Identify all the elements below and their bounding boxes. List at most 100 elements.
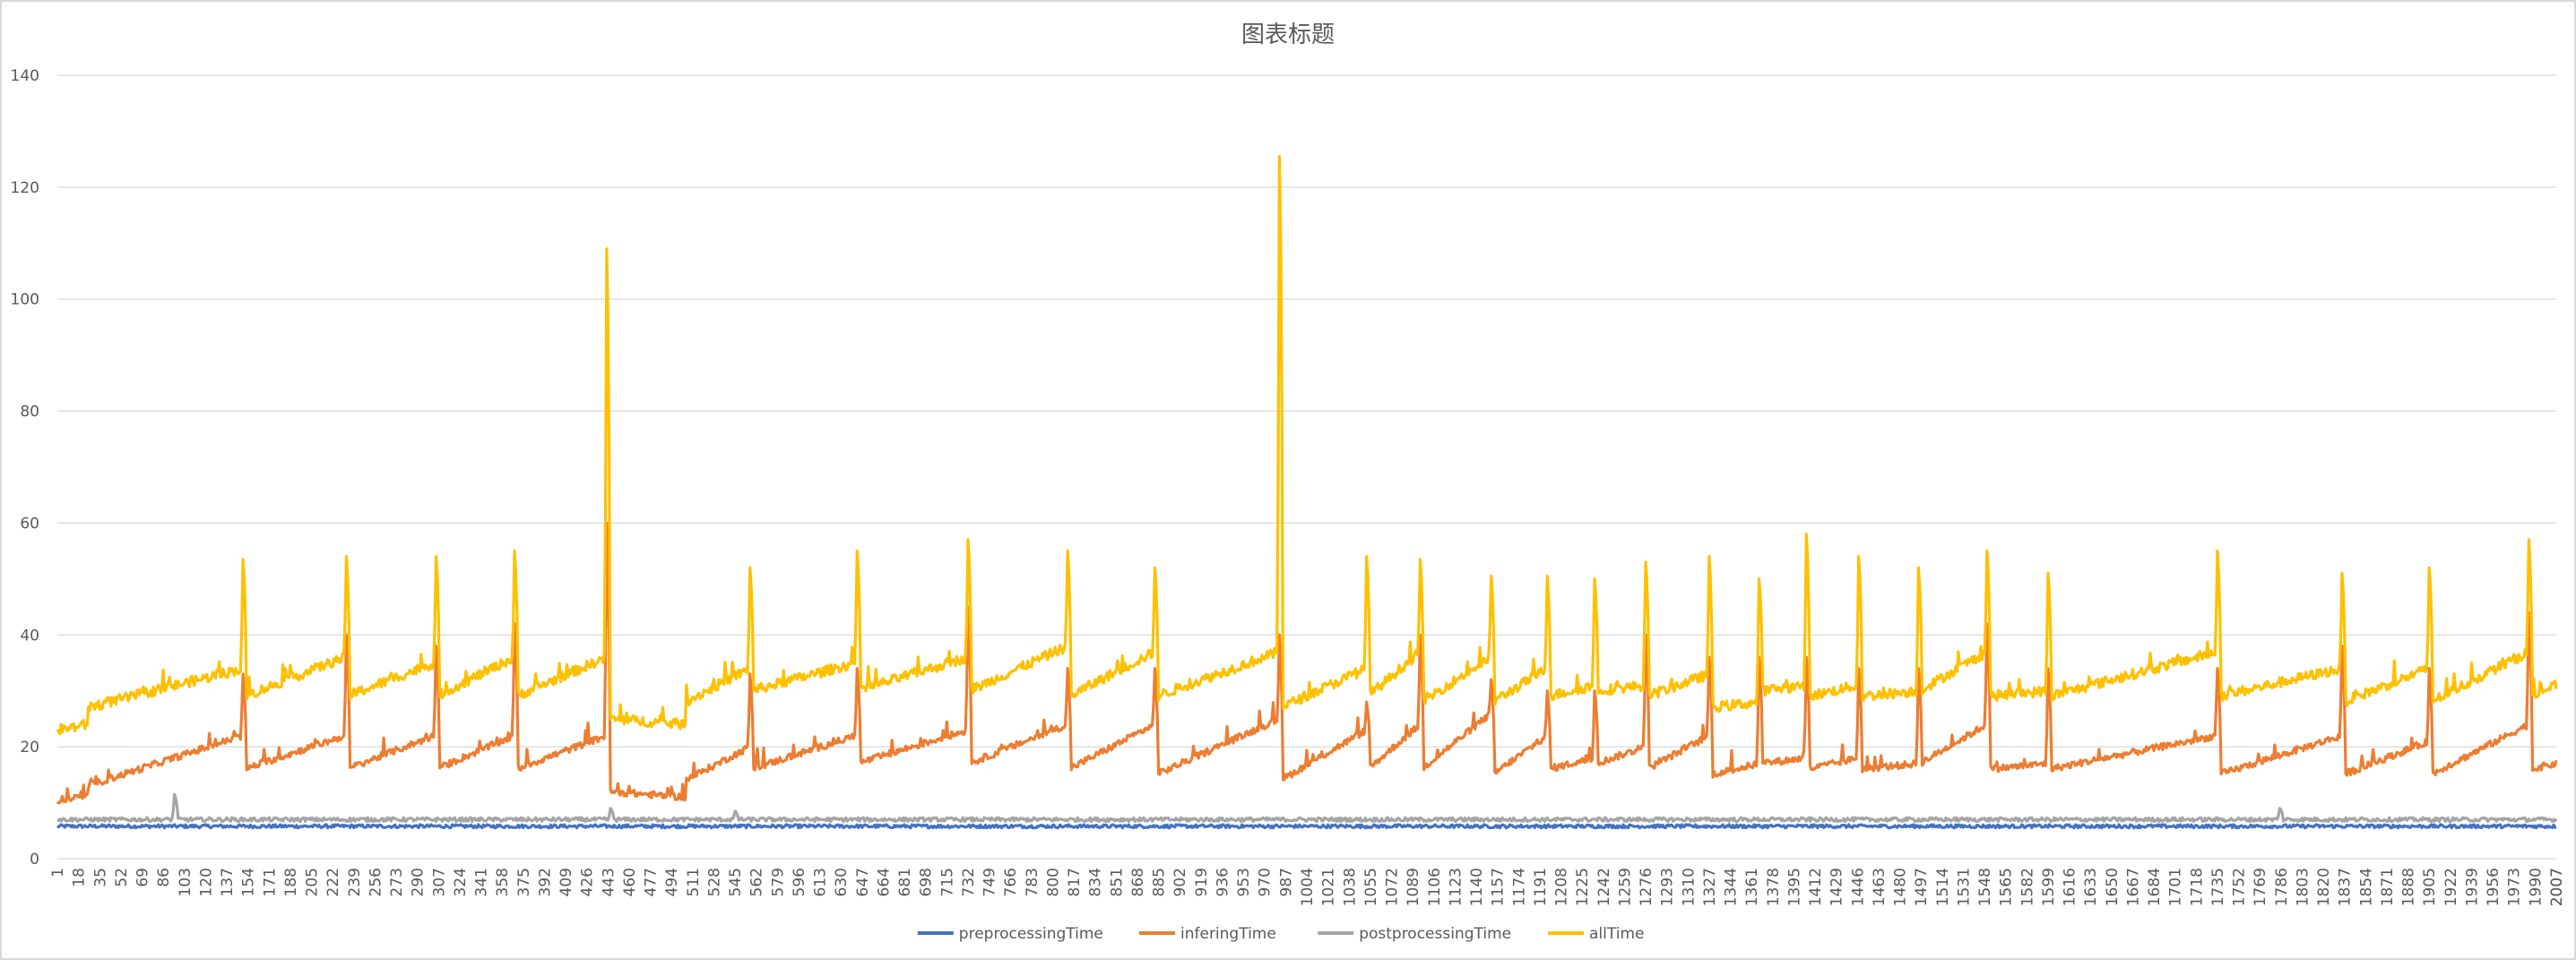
x-tick-label: 987 [1277, 868, 1295, 896]
x-tick-label: 1820 [2315, 868, 2333, 906]
x-tick-label: 766 [1002, 868, 1020, 896]
x-tick-label: 460 [621, 868, 639, 896]
x-tick-label: 1004 [1299, 868, 1317, 906]
legend: preprocessingTime inferingTime postprocess… [917, 925, 1644, 943]
x-tick-label: 222 [324, 868, 342, 896]
x-tick-label: 1055 [1362, 868, 1380, 906]
x-tick-label: 851 [1108, 868, 1126, 896]
x-tick-label: 69 [134, 868, 152, 887]
y-tick-label: 80 [20, 403, 39, 421]
legend-item-preprocessingTime: preprocessingTime [917, 925, 1103, 943]
x-tick-label: 1361 [1743, 868, 1761, 906]
x-tick-label: 1905 [2421, 868, 2439, 906]
legend-item-inferingTime: inferingTime [1139, 925, 1276, 943]
x-tick-label: 1412 [1807, 868, 1825, 906]
x-tick-label: 1038 [1341, 868, 1359, 906]
legend-item-postprocessingTime: postprocessingTime [1318, 925, 1511, 943]
y-tick-label: 20 [20, 739, 39, 757]
series-line-postprocessingTime [56, 792, 2558, 824]
x-tick-label: 1718 [2188, 868, 2206, 906]
x-tick-label: 1871 [2379, 868, 2397, 906]
x-tick-label: 817 [1066, 868, 1084, 896]
x-tick-label: 1191 [1532, 868, 1550, 906]
x-tick-label: 1293 [1659, 868, 1677, 906]
x-tick-label: 1157 [1490, 868, 1508, 906]
x-tick-label: 1565 [1998, 868, 2016, 906]
x-tick-label: 1140 [1468, 868, 1486, 906]
series-line-inferingTime [56, 521, 2558, 805]
x-tick-label: 443 [600, 868, 618, 896]
x-tick-label: 936 [1214, 868, 1232, 896]
legend-label: postprocessingTime [1359, 925, 1511, 943]
x-tick-label: 409 [558, 868, 575, 896]
x-tick-label: 613 [812, 868, 830, 896]
x-tick-label: 1378 [1765, 868, 1783, 906]
x-tick-label: 1582 [2018, 868, 2036, 906]
x-tick-label: 2007 [2548, 868, 2566, 906]
x-tick-label: 970 [1257, 868, 1275, 896]
x-tick-label: 477 [643, 868, 661, 896]
x-tick-label: 86 [155, 868, 173, 887]
x-tick-label: 868 [1129, 868, 1147, 896]
x-tick-label: 1803 [2294, 868, 2312, 906]
x-tick-label: 681 [896, 868, 914, 896]
x-tick-label: 1480 [1892, 868, 1910, 906]
x-tick-label: 953 [1235, 868, 1253, 896]
x-tick-label: 2007 [2548, 868, 2566, 906]
x-tick-label: 1769 [2252, 868, 2269, 906]
x-tick-label: 698 [918, 868, 936, 896]
x-tick-label: 647 [854, 868, 872, 896]
x-tick-label: 1701 [2167, 868, 2185, 906]
y-tick-label: 0 [30, 851, 39, 869]
x-tick-label: 1276 [1638, 868, 1655, 906]
x-tick-label: 1123 [1447, 868, 1465, 906]
x-tick-label: 1854 [2357, 868, 2375, 906]
x-tick-label: 834 [1087, 868, 1105, 896]
x-tick-label: 1837 [2337, 868, 2355, 906]
x-tick-label: 392 [536, 868, 554, 896]
y-axis: 0 20 40 60 80 100 120 140 [11, 67, 39, 869]
x-tick-label: 154 [240, 868, 258, 896]
y-tick-label: 60 [20, 515, 39, 532]
x-tick-label: 1786 [2273, 868, 2291, 906]
x-tick-label: 1089 [1405, 868, 1422, 906]
x-axis: 1 18 35 52 69 86 103 120 137 154 171 188 205 222 239 25… [49, 868, 2566, 906]
x-tick-label: 205 [304, 868, 322, 896]
x-tick-label: 630 [833, 868, 851, 896]
x-tick-label: 1633 [2082, 868, 2100, 906]
y-tick-label: 120 [11, 179, 39, 197]
x-tick-label: 919 [1193, 868, 1211, 896]
x-tick-label: 171 [261, 868, 279, 896]
x-tick-label: 120 [197, 868, 215, 896]
x-tick-label: 1344 [1723, 868, 1741, 906]
x-tick-label: 1021 [1320, 868, 1338, 906]
x-tick-label: 35 [91, 868, 109, 887]
x-tick-label: 596 [791, 868, 808, 896]
legend-label: allTime [1589, 925, 1644, 943]
series-line-preprocessingTime [56, 823, 2557, 830]
x-tick-label: 732 [960, 868, 978, 896]
x-tick-label: 1310 [1680, 868, 1698, 906]
x-tick-label: 783 [1024, 868, 1042, 896]
series-lines [56, 154, 2558, 830]
x-tick-label: 1735 [2209, 868, 2227, 906]
x-tick-label: 562 [748, 868, 766, 896]
x-tick-label: 1242 [1595, 868, 1613, 906]
x-tick-label: 1990 [2527, 868, 2545, 906]
x-tick-label: 358 [494, 868, 512, 896]
y-tick-label: 40 [20, 627, 39, 644]
x-tick-label: 137 [219, 868, 237, 896]
x-tick-label: 1327 [1701, 868, 1719, 906]
x-tick-label: 1208 [1553, 868, 1571, 906]
x-tick-label: 545 [727, 868, 745, 896]
x-tick-label: 324 [452, 868, 470, 896]
x-tick-label: 1752 [2231, 868, 2249, 906]
x-tick-label: 1548 [1976, 868, 1994, 906]
x-tick-label: 749 [981, 868, 999, 896]
x-tick-label: 511 [685, 868, 703, 896]
x-tick-label: 1888 [2400, 868, 2418, 906]
x-tick-label: 1956 [2485, 868, 2503, 906]
legend-item-allTime: allTime [1548, 925, 1644, 943]
